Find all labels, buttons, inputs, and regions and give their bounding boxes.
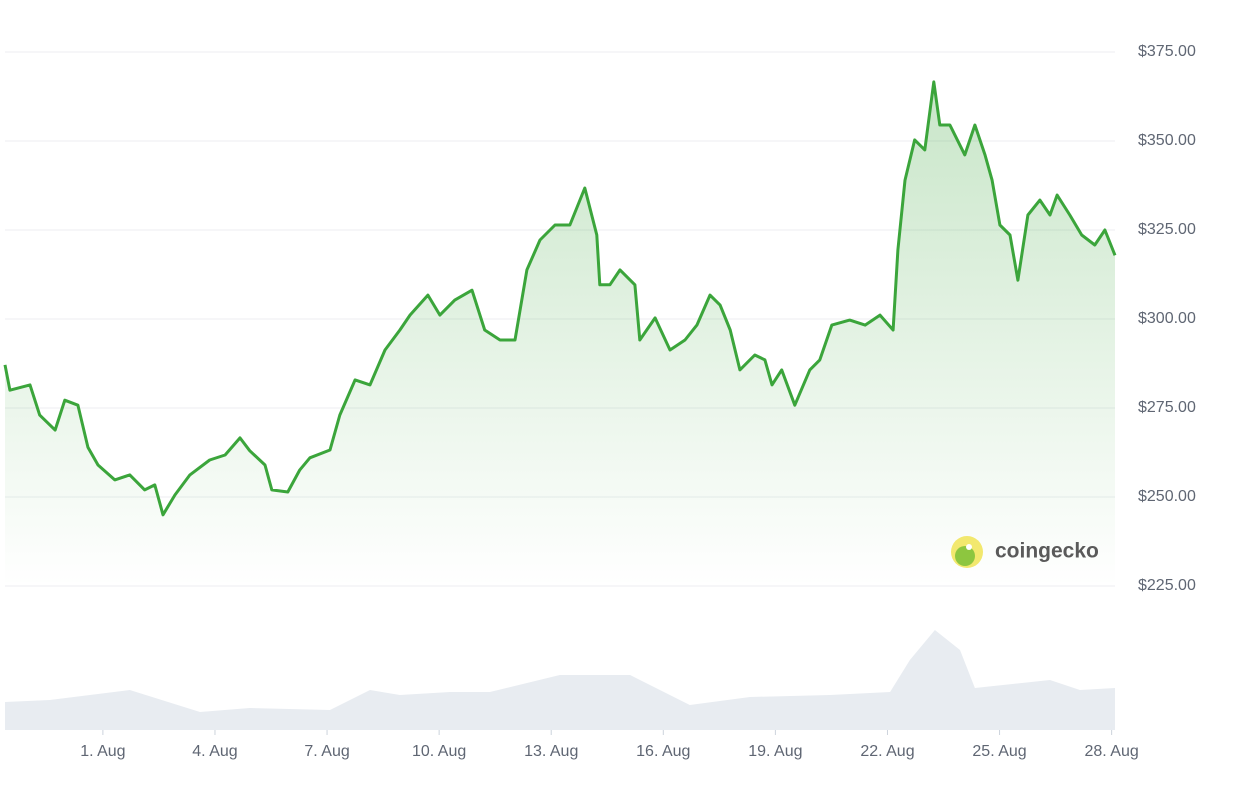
x-tick-label: 16. Aug xyxy=(636,743,690,760)
x-tick-label: 25. Aug xyxy=(972,743,1026,760)
x-tick-label: 10. Aug xyxy=(412,743,466,760)
x-tick-label: 19. Aug xyxy=(748,743,802,760)
y-tick-label: $375.00 xyxy=(1138,43,1196,60)
logo-eye xyxy=(966,544,972,550)
x-tick-label: 7. Aug xyxy=(304,743,349,760)
watermark-text: coingecko xyxy=(995,540,1099,563)
x-tick-label: 4. Aug xyxy=(192,743,237,760)
y-tick-label: $300.00 xyxy=(1138,310,1196,327)
y-tick-label: $275.00 xyxy=(1138,399,1196,416)
price-area xyxy=(5,81,1115,587)
volume-area xyxy=(5,630,1115,730)
x-tick-label: 1. Aug xyxy=(80,743,125,760)
logo-face xyxy=(955,546,975,566)
y-tick-label: $325.00 xyxy=(1138,221,1196,238)
watermark: coingecko xyxy=(951,536,1099,568)
x-tick-label: 13. Aug xyxy=(524,743,578,760)
price-line xyxy=(3,80,1117,517)
y-tick-label: $250.00 xyxy=(1138,488,1196,505)
y-tick-label: $225.00 xyxy=(1138,577,1196,594)
x-tick-label: 22. Aug xyxy=(860,743,914,760)
y-tick-label: $350.00 xyxy=(1138,132,1196,149)
x-tick-label: 28. Aug xyxy=(1084,743,1138,760)
plot: $375.00 $350.00 $325.00 $300.00 $275.00 $250.… xyxy=(3,43,1196,760)
